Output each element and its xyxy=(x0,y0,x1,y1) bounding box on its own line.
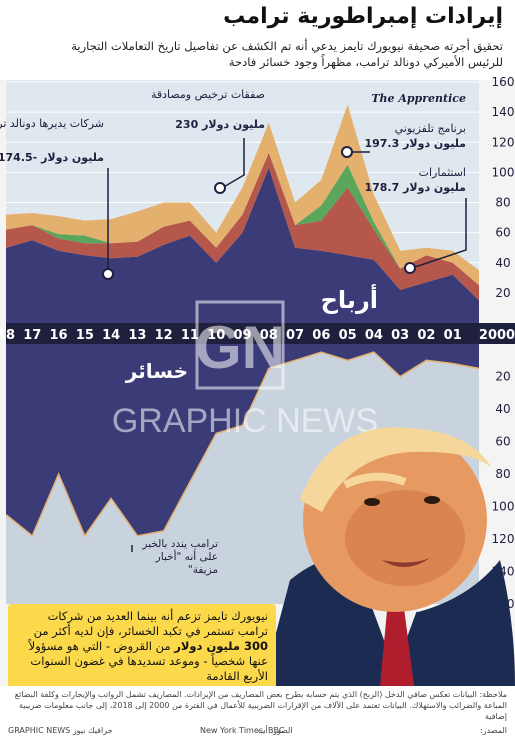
loss-tick-label: 100 xyxy=(492,500,515,514)
x-axis-band xyxy=(6,323,515,344)
x-tick-label: 07 xyxy=(286,328,304,343)
x-tick-label: 14 xyxy=(102,328,120,343)
x-tick-label: 09 xyxy=(233,328,251,343)
companies-value: 174.5- مليون دولار xyxy=(0,151,104,164)
loss-tick-label: 40 xyxy=(495,402,510,416)
licensing-annotation: صفقات ترخيص ومصادقة 230 مليون دولار xyxy=(151,88,265,194)
loss-area xyxy=(6,344,479,536)
investments-value: 178.7 مليون دولار xyxy=(364,181,466,194)
companies-annotation: شركات يديرها دونالد ترامب 174.5- مليون د… xyxy=(0,117,114,280)
licensing-value: 230 مليون دولار xyxy=(175,118,265,131)
footer: ملاحظة: البيانات تعكس صافي الدخل (الربح)… xyxy=(0,686,515,739)
x-tick-label: 12 xyxy=(155,328,173,343)
loans-amount: 300 مليون دولار xyxy=(174,639,268,653)
y-tick-label: 80 xyxy=(495,196,510,210)
photo-credit: الصور: أب xyxy=(258,726,293,735)
y-tick-label: 160 xyxy=(492,75,515,89)
watermark: GN GRAPHIC NEWS xyxy=(112,300,378,440)
x-tick-label: 16 xyxy=(50,328,68,343)
loss-tick-label: 60 xyxy=(495,435,510,449)
y-tick-label: 140 xyxy=(492,105,515,119)
profit-area-series-0 xyxy=(6,167,479,323)
x-tick-label: 04 xyxy=(365,328,383,343)
x-tick-label: 05 xyxy=(339,328,357,343)
companies-label: شركات يديرها دونالد ترامب xyxy=(0,117,104,130)
x-tick-label: 18 xyxy=(0,328,15,343)
fake-news-text: ترامب يندد بالخبر على أنه "أخبار مزيفة" xyxy=(142,538,218,576)
investments-label: استثمارات xyxy=(419,166,466,179)
apprentice-annotation: The Apprentice برنامج تلفزيوني 197.3 ملي… xyxy=(341,92,466,158)
x-tick-label: 13 xyxy=(128,328,146,343)
chart: 2000 01 02 03 04 05 06 07 08 09 10 11 12 13 14 15 16 17 18… xyxy=(0,75,515,686)
loans-note: نيويورك تايمز تزعم أنه بينما العديد من ش… xyxy=(8,604,276,689)
apprentice-desc: برنامج تلفزيوني xyxy=(395,122,466,135)
apprentice-value: 197.3 مليون دولار xyxy=(364,137,466,150)
profit-area-series-3 xyxy=(6,104,479,286)
loss-label: خسائر xyxy=(125,359,188,383)
page-subtitle: تحقيق أجرته صحيفة نيويورك تايمز يدعي أنه… xyxy=(71,39,503,69)
licensing-label: صفقات ترخيص ومصادقة xyxy=(151,88,265,101)
header: إيرادات إمبراطورية ترامب تحقيق أجرته صحي… xyxy=(0,0,515,80)
x-tick-label: 11 xyxy=(181,328,199,343)
loss-tick-label: 120 xyxy=(492,532,515,546)
x-tick-label: 02 xyxy=(417,328,435,343)
profit-label: أرباح xyxy=(321,284,378,314)
x-tick-label: 06 xyxy=(312,328,330,343)
y-tick-label: 60 xyxy=(495,226,510,240)
fake-news-annotation: ترامب يندد بالخبر على أنه "أخبار مزيفة" xyxy=(142,538,218,576)
trump-portrait xyxy=(262,427,515,686)
sources: New York Times, BBC xyxy=(200,726,285,735)
x-tick-label: 17 xyxy=(23,328,41,343)
x-tick-label: 01 xyxy=(444,328,462,343)
x-tick-label: 03 xyxy=(391,328,409,343)
loss-line xyxy=(5,351,480,538)
loss-tick-label: 80 xyxy=(495,467,510,481)
y-tick-label: 100 xyxy=(492,165,515,179)
x-tick-label: 10 xyxy=(207,328,225,343)
watermark-logo: GN xyxy=(195,314,285,381)
profit-area-series-1 xyxy=(6,152,479,301)
investments-annotation: استثمارات 178.7 مليون دولار xyxy=(364,166,467,274)
graphic-news-credit: GRAPHIC NEWS جرافيك نيوز xyxy=(8,726,113,735)
x-tick-label: 15 xyxy=(76,328,94,343)
y-tick-label: 20 xyxy=(495,286,510,300)
x-tick-label: 08 xyxy=(260,328,278,343)
footnote: ملاحظة: البيانات تعكس صافي الدخل (الربح)… xyxy=(14,690,507,721)
page-title: إيرادات إمبراطورية ترامب xyxy=(223,4,503,29)
apprentice-show: The Apprentice xyxy=(371,92,466,105)
source-label: المصدر: xyxy=(480,726,507,735)
y-tick-label: 40 xyxy=(495,256,510,270)
y-tick-label: 120 xyxy=(492,135,515,149)
watermark-text: GRAPHIC NEWS xyxy=(112,402,378,440)
loss-tick-label: 20 xyxy=(495,370,510,384)
x-tick-label: 2000 xyxy=(479,328,515,343)
